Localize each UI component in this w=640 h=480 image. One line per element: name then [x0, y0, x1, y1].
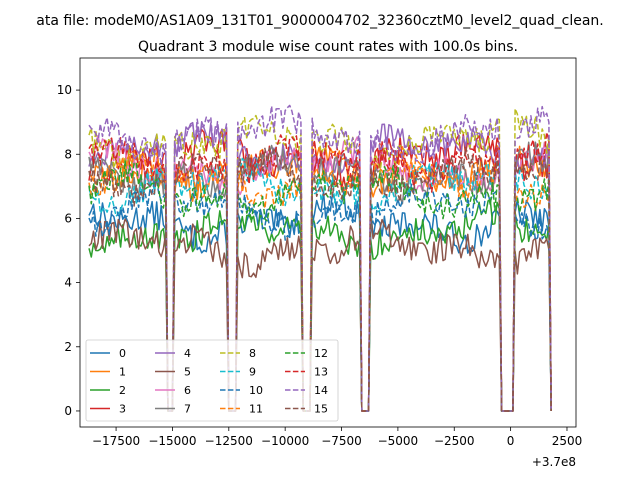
figure-suptitle: ata file: modeM0/AS1A09_131T01_900000470… [36, 13, 604, 29]
legend-label: 9 [249, 366, 256, 379]
y-tick-label: 2 [64, 340, 72, 354]
legend-label: 3 [119, 403, 126, 416]
legend-label: 7 [184, 403, 191, 416]
legend-label: 1 [119, 366, 126, 379]
legend-label: 8 [249, 347, 256, 360]
series-layer [88, 104, 552, 412]
series-line-15 [88, 146, 552, 412]
y-axis: 0 2 4 6 8 10 [57, 83, 80, 418]
legend-label: 11 [249, 403, 263, 416]
y-tick-label: 0 [64, 404, 72, 418]
y-tick-label: 10 [57, 83, 72, 97]
series-line-12 [88, 160, 552, 412]
legend-label: 12 [314, 347, 328, 360]
x-tick-label: −12500 [205, 434, 253, 448]
legend-label: 15 [314, 403, 328, 416]
series-line-13 [88, 131, 552, 412]
x-tick-label: −5000 [378, 434, 419, 448]
x-tick-label: 2500 [552, 434, 583, 448]
x-tick-label: −17500 [92, 434, 140, 448]
x-tick-label: 0 [507, 434, 515, 448]
x-tick-label: −10000 [261, 434, 309, 448]
legend-label: 4 [184, 347, 191, 360]
x-offset-label: +3.7e8 [532, 455, 576, 469]
plot-frame [79, 57, 577, 428]
y-tick-label: 6 [64, 211, 72, 225]
series-line-11 [88, 146, 552, 412]
legend-label: 5 [184, 366, 191, 379]
x-axis: −17500 −15000 −12500 −10000 −7500 −5000 −2500 0… [92, 427, 582, 448]
x-tick-label: −2500 [434, 434, 475, 448]
x-tick-label: −15000 [148, 434, 196, 448]
legend-frame [85, 339, 339, 422]
legend-label: 6 [184, 384, 191, 397]
legend-label: 2 [119, 384, 126, 397]
legend-label: 14 [314, 384, 328, 397]
y-tick-label: 8 [64, 147, 72, 161]
legend-label: 0 [119, 347, 126, 360]
legend-label: 13 [314, 366, 328, 379]
x-tick-label: −7500 [321, 434, 362, 448]
legend-label: 10 [249, 384, 263, 397]
y-tick-label: 4 [64, 276, 72, 290]
chart-title: Quadrant 3 module wise count rates with … [138, 39, 518, 55]
